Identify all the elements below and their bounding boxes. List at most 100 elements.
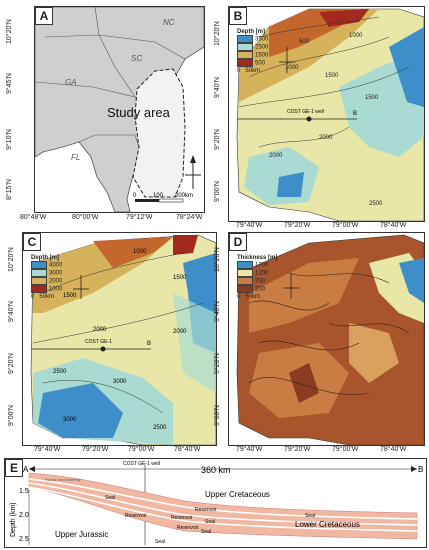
contour-c-3000b: 3000 bbox=[63, 417, 77, 423]
legend-title-c: Depth [m] bbox=[31, 255, 59, 261]
feature-reservoir-4: Reservoir bbox=[177, 525, 199, 531]
legend-title-d: Thickness [m] bbox=[237, 255, 278, 261]
contour-2500: 2500 bbox=[369, 201, 383, 207]
c-lat-2: 9°40'N bbox=[8, 301, 15, 322]
end-b: B bbox=[418, 465, 423, 474]
depth-map-c: COST GE-1 B 1000 1500 2000 2500 3000 300… bbox=[30, 234, 216, 445]
legend-c-1: 3000 bbox=[49, 270, 63, 277]
a-lat-4: 8°15'N bbox=[6, 179, 13, 200]
ylabel-e: Depth (km) bbox=[10, 502, 17, 537]
feature-reservoir-1: Reservoir bbox=[195, 507, 217, 513]
legend-d-0: 1700 bbox=[255, 262, 269, 269]
b-lat-1: 10°20'N bbox=[214, 21, 221, 46]
well-label-e: COST GE-1 well bbox=[123, 461, 160, 467]
state-label-sc: SC bbox=[131, 54, 142, 63]
scale-d-0: 0 bbox=[237, 294, 241, 300]
cross-section: A B 360 km COST GE-1 well Depth (km) 1.5… bbox=[10, 461, 423, 545]
b-lon-1: 79°40'W bbox=[236, 222, 263, 229]
legend-title-b: Depth [m] bbox=[237, 29, 265, 35]
legend-b-1: 2500 bbox=[255, 44, 269, 51]
study-area-outline bbox=[132, 68, 186, 198]
feature-seal-5: Seal bbox=[155, 539, 165, 545]
section-end-b: B bbox=[353, 111, 357, 117]
panel-c-label: C bbox=[23, 233, 41, 251]
c-lon-2: 79°20'W bbox=[82, 446, 109, 453]
unit-lower-cretaceous: Lower Cretaceous bbox=[295, 520, 360, 529]
state-label-ga: GA bbox=[65, 78, 77, 87]
panel-c-depth-map: C COST GE-1 B 1000 1500 2000 2500 3000 3… bbox=[22, 232, 217, 446]
b-lon-3: 79°00'W bbox=[332, 222, 359, 229]
a-lat-1: 10°20'N bbox=[6, 19, 13, 44]
contour-c-3000: 3000 bbox=[113, 379, 127, 385]
north-arrow bbox=[185, 155, 201, 189]
depth-map-b: COST GE-1 well B 500 1000 1500 2000 2500… bbox=[236, 8, 424, 221]
contour-500: 500 bbox=[299, 39, 310, 45]
land-mass bbox=[35, 7, 204, 212]
unit-upper-cretaceous: Upper Cretaceous bbox=[205, 490, 270, 499]
north-arrow-c bbox=[73, 275, 89, 299]
a-lon-1: 80°48'W bbox=[20, 214, 47, 221]
panel-d-thickness-map: D Thickness [m] 1700 1200 700 200 0 50km bbox=[228, 232, 425, 446]
c-lon-1: 79°40'W bbox=[34, 446, 61, 453]
b-lon-2: 79°20'W bbox=[284, 222, 311, 229]
unit-upper-jurassic: Upper Jurassic bbox=[55, 530, 108, 539]
state-label-fl: FL bbox=[71, 153, 80, 162]
contour-1000b: 1000 bbox=[349, 33, 363, 39]
contour-1500: 1500 bbox=[325, 73, 339, 79]
contour-c-2500: 2500 bbox=[53, 369, 67, 375]
legend-c-0: 4000 bbox=[49, 262, 63, 269]
contour-c-1000: 1000 bbox=[133, 249, 147, 255]
c-lat-3: 9°20'N bbox=[8, 353, 15, 374]
scale-0: 0 bbox=[133, 193, 137, 199]
ytick-1: 1.5 bbox=[19, 488, 29, 495]
location-map: NC SC GA FL Study area 0 100 200km bbox=[35, 7, 204, 212]
feature-seal-3: Seal bbox=[305, 513, 315, 519]
thickness-map-d bbox=[236, 234, 424, 445]
ytick-3: 2.5 bbox=[19, 536, 29, 543]
contour-2000b: 2000 bbox=[269, 153, 283, 159]
b-lat-4: 9°00'N bbox=[214, 181, 221, 202]
well-label-c: COST GE-1 bbox=[85, 339, 112, 345]
legend-c-3: 1000 bbox=[49, 286, 63, 293]
legend-d-2: 700 bbox=[255, 278, 266, 285]
feature-seal-2: Seal bbox=[205, 519, 215, 525]
legend-d-3: 200 bbox=[255, 286, 266, 293]
state-label-nc: NC bbox=[163, 18, 175, 27]
legend-c: Depth [m] 4000 3000 2000 1000 0 50km bbox=[31, 255, 62, 301]
panel-b-depth-map: B COST GE-1 well B 500 1000 1500 2000 25… bbox=[228, 6, 425, 222]
distance-label: 360 km bbox=[201, 465, 231, 475]
d-lon-2: 79°20'W bbox=[284, 446, 311, 453]
scale-100: 100 bbox=[153, 193, 164, 199]
legend-c-2: 2000 bbox=[49, 278, 63, 285]
d-lat-3: 9°20'N bbox=[214, 353, 221, 374]
legend-d: Thickness [m] 1700 1200 700 200 0 50km bbox=[237, 255, 277, 301]
scale-b-1: 50km bbox=[245, 68, 261, 74]
well-label-b: COST GE-1 well bbox=[287, 109, 324, 115]
c-lat-1: 10°20'N bbox=[8, 247, 15, 272]
panel-e-cross-section: E A B 360 km COST GE-1 well Depth (km) 1… bbox=[4, 458, 427, 548]
study-area-label: Study area bbox=[107, 105, 171, 120]
panel-d-label: D bbox=[229, 233, 247, 251]
north-arrow-d bbox=[283, 273, 299, 299]
b-lat-3: 9°20'N bbox=[214, 129, 221, 150]
d-lon-3: 79°00'W bbox=[332, 446, 359, 453]
panel-a-label: A bbox=[35, 7, 53, 25]
a-lon-2: 80°00'W bbox=[72, 214, 99, 221]
feature-reservoir-3: Reservoir bbox=[125, 513, 147, 519]
legend-b-0: 3500 bbox=[255, 36, 269, 43]
scale-d-1: 50km bbox=[245, 294, 261, 300]
b-lon-4: 78°40'W bbox=[380, 222, 407, 229]
a-lat-3: 9°10'N bbox=[6, 129, 13, 150]
c-lat-4: 9°00'N bbox=[8, 405, 15, 426]
section-end-c: B bbox=[147, 341, 151, 347]
d-lat-1: 10°20'N bbox=[214, 247, 221, 272]
contour-2000: 2000 bbox=[319, 135, 333, 141]
scale-c-1: 50km bbox=[39, 294, 55, 300]
scale-bar bbox=[135, 198, 184, 203]
north-arrow-b bbox=[279, 47, 295, 73]
scale-200: 200km bbox=[175, 193, 193, 199]
c-lon-3: 79°00'W bbox=[128, 446, 155, 453]
contour-c-2000: 2000 bbox=[93, 327, 107, 333]
b-lat-2: 9°40'N bbox=[214, 77, 221, 98]
feature-reservoir-2: Reservoir bbox=[171, 515, 193, 521]
